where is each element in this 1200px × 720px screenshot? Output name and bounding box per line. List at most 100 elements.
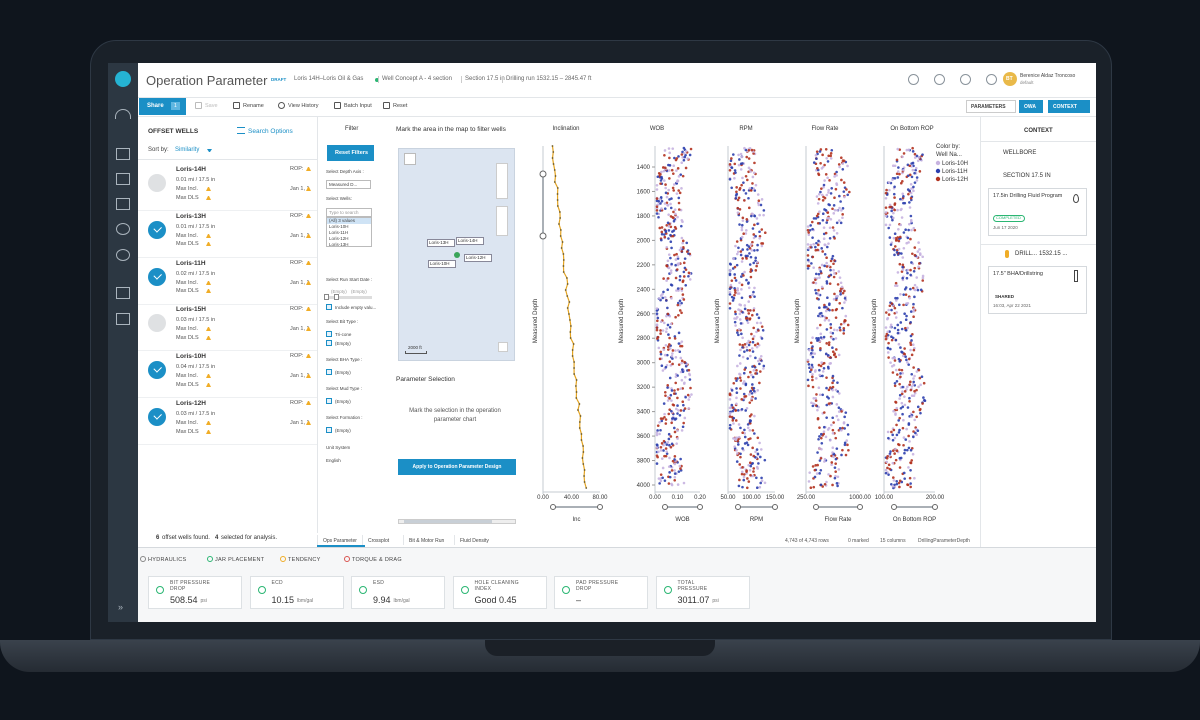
well-name[interactable]: Loris-13H — [176, 212, 206, 220]
well-name[interactable]: Loris-14H — [176, 166, 206, 173]
well-name[interactable]: Loris-15H — [176, 306, 206, 314]
scatter-point — [825, 328, 829, 331]
share-count — [171, 102, 180, 110]
search-box[interactable] — [326, 208, 372, 217]
toolbar-icon[interactable] — [383, 102, 390, 109]
nav-icon[interactable] — [116, 198, 130, 210]
well-option[interactable]: Loris-12H — [329, 236, 349, 241]
wellbore[interactable]: WELLBORE — [1003, 150, 1037, 156]
checkbox[interactable] — [326, 331, 332, 337]
checkbox[interactable] — [326, 369, 332, 375]
section[interactable]: SECTION 17.5 IN — [1003, 173, 1051, 179]
slider-handle[interactable] — [334, 294, 339, 300]
slider-handle — [597, 504, 603, 510]
well-name[interactable]: Loris-12H — [176, 400, 206, 407]
laptop-notch — [485, 640, 715, 656]
checkbox[interactable] — [326, 304, 332, 310]
header-icon[interactable] — [908, 74, 919, 85]
table-tab[interactable]: Bit & Motor Run — [409, 538, 445, 544]
scatter-point — [674, 349, 677, 352]
scatter-point — [817, 314, 820, 318]
scatter-point — [738, 158, 741, 161]
map-layers[interactable] — [404, 153, 416, 165]
map-tool[interactable] — [498, 342, 508, 352]
toolbar-action[interactable]: Reset — [393, 103, 408, 109]
zoom-control[interactable] — [496, 163, 508, 199]
well-date: Jan 1, 1 — [290, 186, 310, 192]
avatar[interactable] — [1003, 72, 1017, 86]
nav-icon[interactable] — [116, 313, 130, 325]
well-name[interactable]: Loris-10H — [176, 353, 206, 361]
drill[interactable]: DRILL... — [1015, 251, 1038, 257]
nav-icon[interactable] — [116, 148, 130, 160]
y-tick-label: 2800 — [637, 336, 651, 342]
analysis-tab[interactable]: TORQUE & DRAG — [352, 557, 402, 563]
slider-handle[interactable] — [324, 294, 329, 300]
reset-filters[interactable] — [327, 145, 374, 161]
nav-icon[interactable] — [116, 173, 130, 185]
toolbar-icon[interactable] — [233, 102, 240, 109]
scatter-point — [899, 223, 903, 227]
table-tab[interactable]: Ops Parameter — [323, 538, 357, 544]
header-icon[interactable] — [934, 74, 945, 85]
header-icon[interactable] — [960, 74, 971, 85]
scatter-point — [752, 261, 756, 265]
analysis-tab[interactable]: JAR PLACEMENT — [215, 557, 265, 563]
toolbar-action[interactable]: View History — [288, 103, 319, 109]
scatter-point — [762, 364, 766, 368]
scatter-point — [820, 285, 824, 289]
toolbar-action[interactable]: Rename — [243, 103, 264, 109]
app-logo[interactable] — [115, 71, 131, 87]
scatter-point — [662, 321, 666, 325]
analysis-tab[interactable]: HYDRAULICS — [148, 557, 187, 563]
toolbar-action[interactable]: Batch Input — [344, 103, 372, 109]
search-icon[interactable] — [237, 127, 245, 134]
well-select[interactable] — [148, 267, 166, 286]
view-toggle[interactable] — [1048, 100, 1090, 113]
toolbar-icon[interactable] — [334, 102, 341, 109]
footer-selected: 4 — [215, 535, 219, 541]
scatter-point — [916, 405, 920, 409]
well-name[interactable]: Loris-11H — [176, 259, 206, 267]
search-options[interactable]: Search Options — [248, 128, 293, 135]
scatter-point — [815, 241, 818, 245]
apply-button[interactable] — [398, 459, 516, 475]
view-toggle[interactable] — [1019, 100, 1043, 113]
table-tab[interactable]: Crossplot — [368, 538, 390, 544]
scatter-point — [889, 347, 892, 351]
sort-value[interactable]: Similarity — [175, 147, 200, 153]
well-option[interactable]: (All) 3 values — [329, 218, 356, 223]
well-select[interactable] — [148, 408, 166, 426]
checkbox[interactable] — [326, 427, 332, 433]
nav-expand[interactable]: » — [118, 602, 124, 612]
view-toggle[interactable] — [966, 100, 1016, 113]
well-select[interactable] — [148, 174, 166, 192]
toolbar-action[interactable]: Save — [205, 103, 218, 109]
table-tab[interactable]: Fluid Density — [460, 538, 489, 544]
well-select[interactable] — [148, 220, 166, 239]
header-icon[interactable] — [986, 74, 997, 85]
toolbar-icon[interactable] — [278, 102, 285, 109]
scatter-point — [814, 288, 817, 292]
map-tool[interactable] — [496, 206, 508, 236]
toolbar-icon[interactable] — [195, 102, 202, 109]
filter-title: Filter — [345, 126, 359, 132]
nav-icon[interactable] — [116, 249, 130, 261]
nav-icon[interactable] — [116, 287, 130, 299]
well-option[interactable]: Loris-13H — [329, 242, 349, 247]
well-option[interactable]: Loris-10H — [329, 224, 349, 229]
analysis-tab[interactable]: TENDENCY — [288, 557, 321, 563]
checkbox[interactable] — [326, 398, 332, 404]
nav-icon[interactable] — [116, 223, 130, 235]
nav-icon[interactable] — [115, 109, 131, 119]
scatter-point — [681, 150, 684, 154]
scatter-point — [670, 246, 673, 250]
well-select[interactable] — [148, 314, 166, 333]
share-label: Share — [147, 103, 164, 109]
scatter-point — [666, 203, 669, 207]
well-select[interactable] — [148, 361, 166, 380]
well-option[interactable]: Loris-11H — [329, 230, 349, 235]
dropdown[interactable] — [326, 180, 371, 189]
checkbox[interactable] — [326, 340, 332, 346]
scatter-point — [672, 189, 676, 192]
